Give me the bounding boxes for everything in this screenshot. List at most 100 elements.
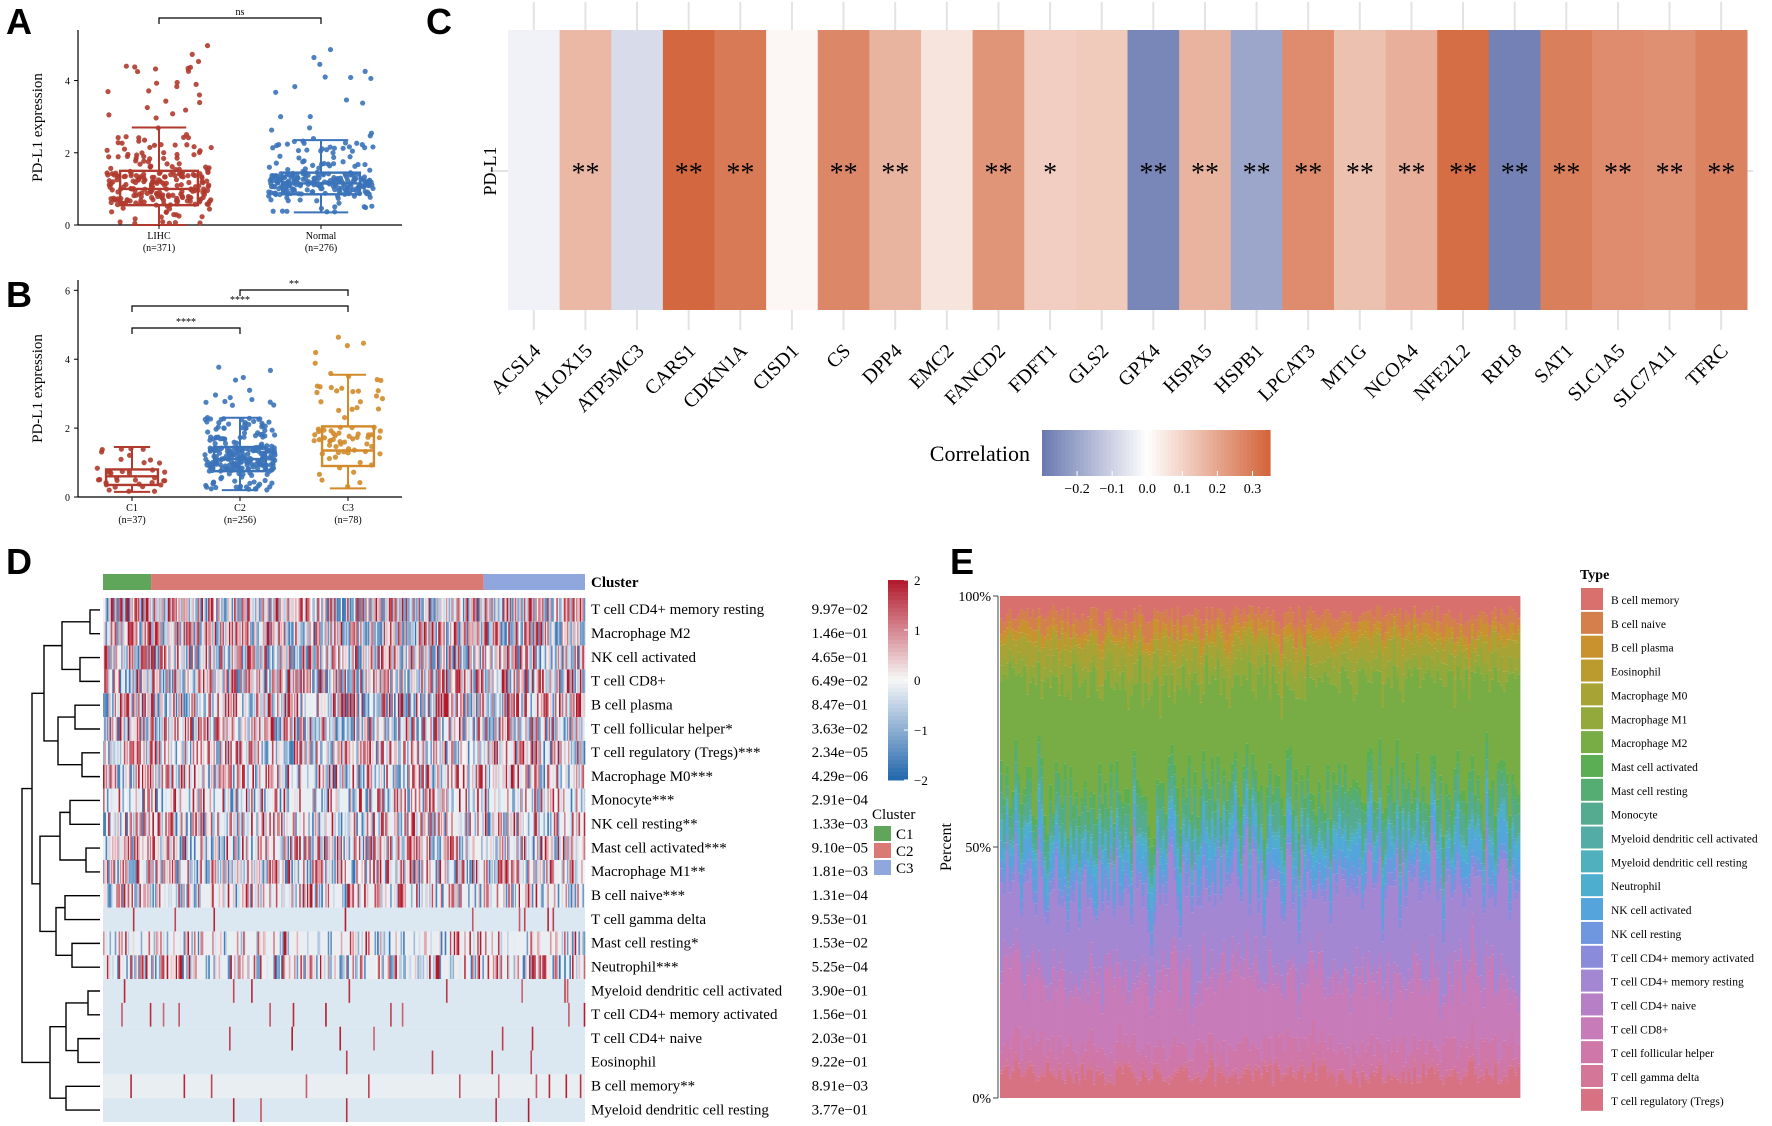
d-cell	[115, 693, 118, 718]
a-point	[351, 176, 357, 182]
d-cell	[244, 621, 247, 646]
d-cell	[560, 598, 562, 622]
d-cell	[551, 669, 553, 694]
d-cell	[191, 693, 193, 718]
d-cell	[457, 645, 460, 670]
d-cell	[413, 740, 416, 765]
d-cell	[535, 669, 538, 694]
d-cell	[322, 860, 325, 884]
d-cell	[300, 621, 303, 646]
d-cell	[499, 812, 501, 837]
d-cell	[561, 693, 564, 718]
d-cell	[522, 717, 525, 741]
d-cell	[352, 598, 355, 622]
d-cell	[487, 717, 490, 741]
d-cell	[316, 860, 318, 884]
a-point	[344, 184, 350, 191]
d-cell	[140, 645, 143, 670]
c-legend-swatch	[1186, 430, 1191, 476]
d-cell	[404, 788, 407, 813]
d-cell	[425, 717, 427, 741]
d-cell	[208, 693, 210, 718]
d-cell	[245, 883, 248, 908]
d-cell	[369, 740, 371, 765]
d-cell	[183, 740, 186, 765]
d-cell	[257, 621, 260, 646]
d-cell	[457, 860, 460, 884]
d-cell	[566, 693, 569, 718]
d-cell	[475, 717, 478, 741]
d-cell	[279, 621, 282, 646]
d-cell	[292, 621, 295, 646]
d-cell	[435, 621, 438, 646]
d-cell	[403, 621, 405, 646]
d-cell	[458, 812, 461, 837]
d-cell	[199, 860, 201, 884]
d-cell	[162, 931, 165, 956]
d-cell	[345, 764, 348, 789]
d-cell	[479, 717, 482, 741]
d-cell	[128, 955, 131, 980]
d-cell	[300, 693, 303, 718]
d-cell	[204, 740, 206, 765]
d-cell	[323, 598, 326, 622]
d-cell	[468, 812, 470, 837]
d-cell	[122, 669, 125, 694]
d-cell	[178, 812, 180, 837]
d-cell	[318, 883, 321, 908]
d-cell	[422, 598, 425, 622]
d-cell	[316, 645, 318, 670]
d-cell	[474, 598, 477, 622]
d-cell	[203, 669, 205, 694]
b-point	[258, 462, 264, 468]
d-cell	[316, 883, 318, 908]
d-cell	[397, 693, 400, 718]
d-cell	[410, 740, 413, 765]
d-cell	[534, 621, 536, 646]
d-cell	[575, 812, 578, 837]
d-cell	[183, 883, 186, 908]
d-cell	[161, 598, 164, 622]
d-cell	[251, 621, 253, 646]
d-cell	[309, 669, 312, 694]
d-heatmap-row	[103, 693, 586, 718]
d-cell	[188, 645, 191, 670]
d-cell	[266, 645, 269, 670]
d-cell	[403, 836, 405, 860]
d-cell	[191, 717, 193, 741]
d-cell	[183, 645, 186, 670]
d-cell	[269, 883, 271, 908]
d-cell	[390, 621, 392, 646]
d-cell	[540, 883, 543, 908]
d-cell	[261, 598, 264, 622]
a-point	[138, 197, 144, 204]
d-cell	[138, 764, 140, 789]
d-cell	[253, 717, 256, 741]
d-cell	[394, 645, 396, 670]
d-cell	[229, 598, 231, 622]
d-cell	[217, 740, 219, 765]
d-cell	[326, 598, 329, 622]
d-cell	[245, 860, 248, 884]
a-point	[330, 161, 337, 167]
d-cell	[527, 764, 530, 789]
d-cell	[512, 788, 514, 813]
d-cell	[316, 764, 318, 789]
d-cell	[226, 836, 229, 860]
d-cell	[134, 598, 136, 622]
d-cell	[501, 645, 504, 670]
d-cell	[234, 645, 236, 670]
c-legend-swatch	[1167, 430, 1172, 476]
d-cell	[410, 883, 413, 908]
d-cell	[500, 669, 503, 694]
d-cell	[173, 931, 175, 956]
d-cell	[232, 621, 235, 646]
d-cell	[317, 836, 319, 860]
d-cell	[491, 860, 494, 884]
d-cell	[510, 764, 513, 789]
d-cell	[468, 740, 470, 765]
d-cell	[128, 740, 131, 765]
d-cell	[436, 693, 439, 718]
d-cell	[378, 621, 381, 646]
d-cell	[238, 717, 240, 741]
